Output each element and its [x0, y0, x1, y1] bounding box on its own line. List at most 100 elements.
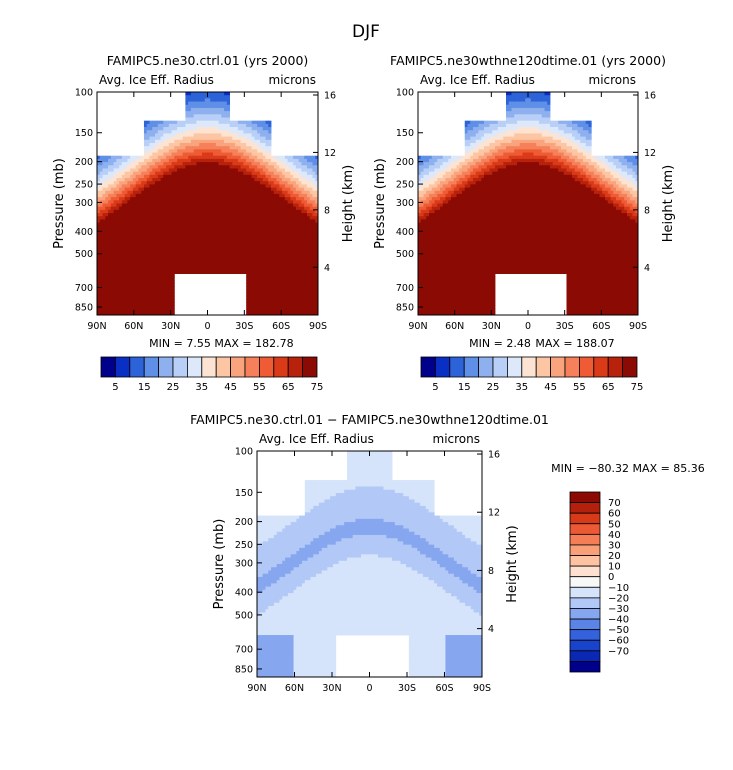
field-cell: [431, 244, 435, 249]
field-cell: [282, 257, 286, 262]
field-cell: [185, 130, 189, 134]
field-cell: [429, 216, 433, 220]
field-cell: [99, 257, 103, 262]
field-cell: [418, 302, 422, 306]
field-cell: [190, 127, 195, 131]
field-cell: [287, 273, 291, 278]
field-cell: [271, 286, 275, 290]
field-cell: [207, 260, 211, 265]
field-cell: [279, 267, 283, 271]
field-cell: [423, 248, 427, 252]
field-cell: [448, 181, 452, 185]
field-cell: [190, 190, 195, 195]
field-cell: [284, 289, 289, 294]
field-cell: [437, 162, 441, 166]
field-cell: [448, 209, 452, 214]
field-cell: [108, 235, 112, 239]
field-cell: [166, 308, 170, 313]
field-cell: [174, 165, 178, 169]
field-cell: [201, 270, 206, 274]
field-cell: [440, 289, 444, 294]
field-cell: [113, 299, 117, 303]
field-cell: [121, 238, 126, 243]
field-cell: [429, 286, 433, 290]
field-cell: [105, 174, 109, 179]
field-cell: [243, 241, 247, 246]
field-cell: [265, 127, 269, 131]
field-cell: [226, 178, 230, 182]
field-cell: [171, 235, 175, 239]
field-cell: [315, 225, 319, 230]
field-cell: [210, 184, 214, 188]
field-cell: [116, 193, 120, 198]
field-cell: [132, 197, 137, 201]
field-cell: [215, 98, 219, 102]
field-cell: [293, 308, 297, 313]
field-cell: [293, 158, 297, 163]
field-cell: [193, 244, 197, 249]
field-cell: [445, 206, 449, 211]
field-cell: [246, 276, 250, 281]
field-cell: [207, 149, 211, 153]
field-cell: [188, 213, 192, 217]
field-cell: [105, 244, 109, 249]
field-cell: [301, 241, 305, 246]
field-cell: [418, 216, 422, 220]
field-cell: [306, 178, 311, 182]
field: [418, 92, 639, 316]
field-cell: [434, 276, 438, 281]
field-cell: [149, 228, 153, 233]
field-cell: [221, 165, 225, 169]
field-cell: [282, 270, 286, 274]
field-cell: [287, 283, 291, 287]
field-cell: [102, 238, 106, 243]
field-cell: [226, 92, 230, 96]
field-cell: [226, 171, 230, 176]
field-cell: [119, 197, 123, 201]
field-cell: [116, 311, 120, 316]
field-cell: [301, 225, 305, 230]
field-cell: [240, 181, 244, 185]
field-cell: [248, 136, 253, 141]
field-cell: [229, 142, 233, 147]
field-cell: [185, 139, 189, 144]
field-cell: [130, 219, 134, 224]
field-cell: [127, 260, 131, 265]
field-cell: [271, 302, 275, 306]
field-cell: [218, 225, 222, 230]
field-cell: [152, 187, 156, 192]
field-cell: [243, 187, 247, 192]
field-cell: [102, 203, 106, 208]
field-cell: [121, 279, 126, 284]
field-cell: [146, 127, 150, 131]
field-cell: [224, 162, 228, 166]
field-cell: [124, 292, 128, 297]
field-cell: [105, 248, 109, 252]
field-cell: [204, 174, 208, 179]
field-cell: [279, 222, 283, 227]
field-cell: [440, 225, 444, 230]
field-cell: [312, 286, 316, 290]
field-cell: [257, 273, 261, 278]
field-cell: [174, 146, 178, 150]
field-cell: [213, 152, 217, 157]
field-cell: [229, 222, 233, 227]
field-cell: [284, 305, 289, 310]
field-cell: [199, 248, 203, 252]
field-cell: [210, 92, 214, 96]
field-cell: [179, 133, 184, 137]
field-cell: [149, 165, 153, 169]
field-cell: [215, 171, 219, 176]
field-cell: [248, 142, 253, 147]
field-cell: [265, 228, 269, 233]
field-cell: [177, 184, 181, 188]
field-cell: [315, 197, 319, 201]
field-cell: [168, 200, 172, 204]
field-cell: [190, 216, 195, 220]
field-cell: [309, 299, 313, 303]
field-cell: [295, 178, 300, 182]
field-cell: [121, 257, 126, 262]
field-cell: [418, 209, 422, 214]
field-cell: [268, 178, 272, 182]
field-cell: [235, 238, 239, 243]
